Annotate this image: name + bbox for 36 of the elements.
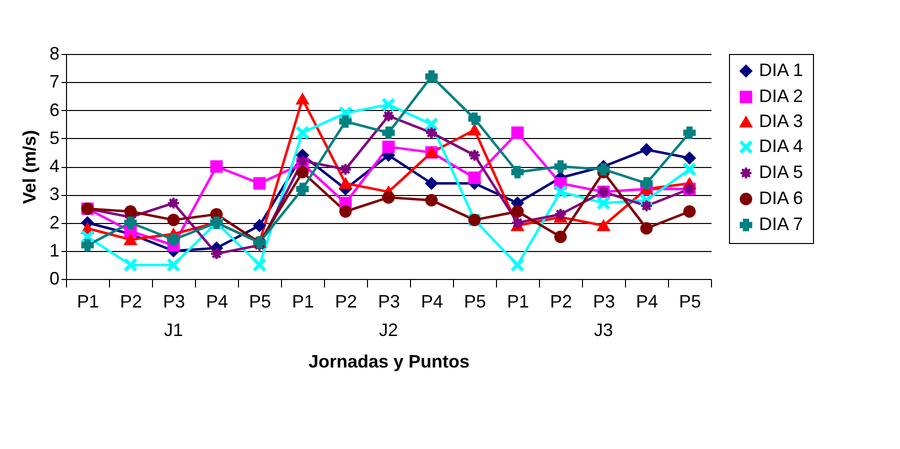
y-tick-label: 6 <box>49 100 60 120</box>
x-tick-label: P3 <box>162 292 186 312</box>
x-tick-label: P4 <box>636 292 658 312</box>
y-tick-label: 7 <box>49 72 60 92</box>
legend-label: DIA 4 <box>759 136 804 156</box>
legend-label: DIA 7 <box>759 214 804 234</box>
x-tick-label: P4 <box>206 292 228 312</box>
y-tick-label: 2 <box>49 212 60 232</box>
legend-label: DIA 5 <box>759 162 804 182</box>
legend-label: DIA 2 <box>759 86 804 106</box>
x-tick-label: P1 <box>292 292 314 312</box>
x-tick-label: P1 <box>506 292 530 312</box>
x-tick-label: P5 <box>248 292 272 312</box>
x-tick-label: P3 <box>592 292 616 312</box>
y-tick-label: 4 <box>49 156 60 176</box>
x-tick-label: P5 <box>678 292 702 312</box>
text: J1 <box>164 320 184 340</box>
y-tick-label: 8 <box>49 44 60 64</box>
legend-label: DIA 3 <box>759 111 804 131</box>
x-tick-label: P2 <box>120 292 142 312</box>
legend-label: DIA 6 <box>759 188 804 208</box>
y-tick-label: 3 <box>49 184 60 204</box>
x-axis-title: Jornadas y Puntos <box>308 352 470 372</box>
x-tick-label: P2 <box>550 292 572 312</box>
x-tick-label: P2 <box>334 292 358 312</box>
y-tick-label: 1 <box>49 240 60 260</box>
y-axis-title: Vel (m/s) <box>19 130 40 204</box>
x-tick-label: P1 <box>76 292 100 312</box>
text: J2 <box>378 320 398 340</box>
text: J3 <box>594 320 614 340</box>
x-tick-label: P3 <box>378 292 400 312</box>
x-tick-label: P5 <box>464 292 486 312</box>
y-tick-label: 0 <box>49 268 60 288</box>
x-tick-label: P4 <box>420 292 444 312</box>
y-tick-label: 5 <box>49 128 60 148</box>
legend-label: DIA 1 <box>759 60 804 80</box>
